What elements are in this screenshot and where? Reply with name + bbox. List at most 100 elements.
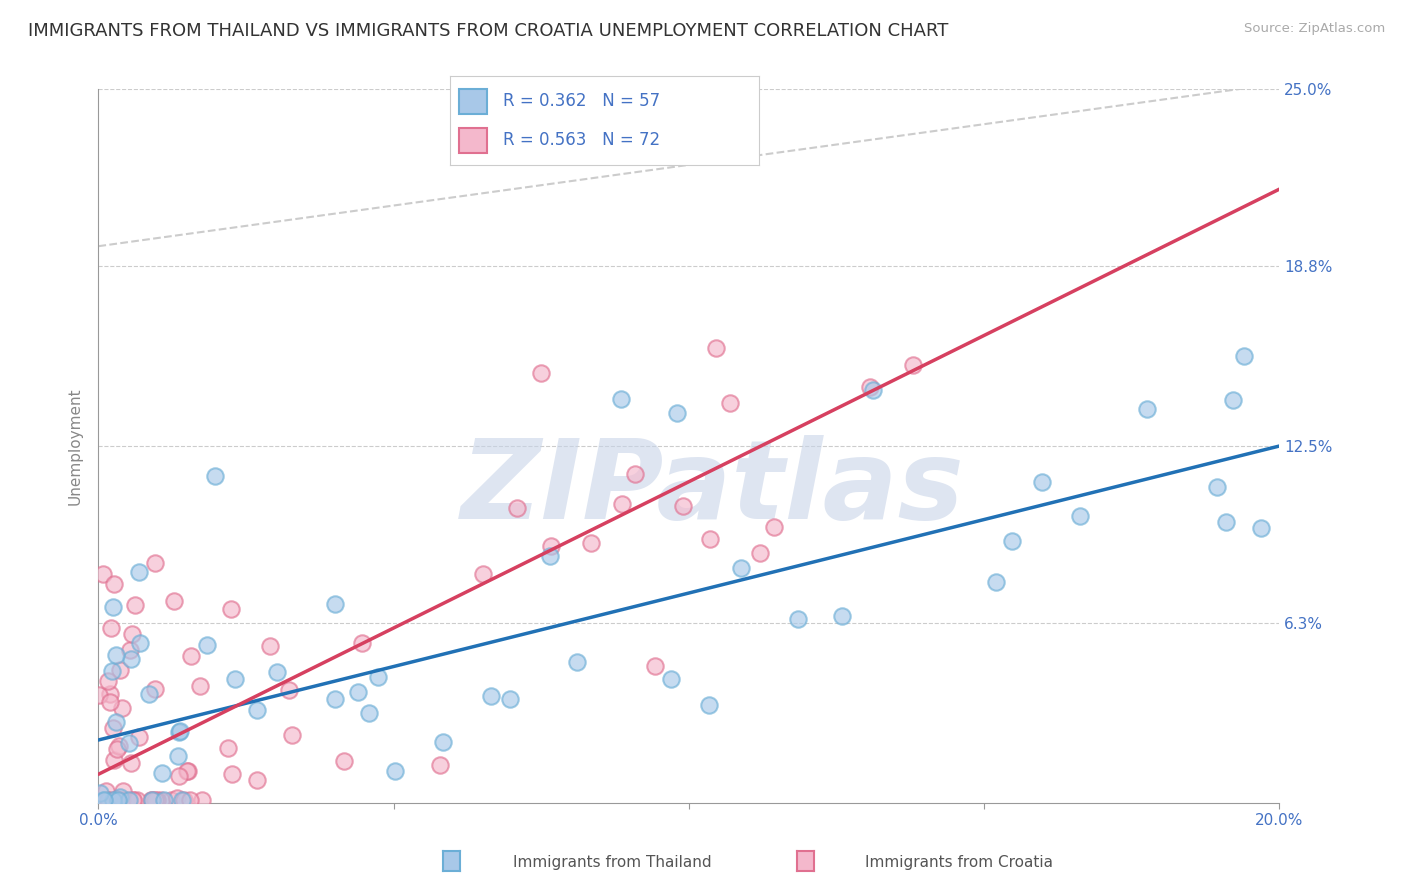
Point [93,793,115,807]
Point [103,576,125,591]
Point [169,725,191,739]
Text: Source: ZipAtlas.com: Source: ZipAtlas.com [1244,22,1385,36]
Point [367,670,389,684]
Text: R = 0.362   N = 57: R = 0.362 N = 57 [502,92,659,110]
Point [89,786,111,800]
Point [97,793,120,807]
Point [167,769,190,783]
Point [120,652,142,666]
Point [166,791,188,805]
Point [1069,509,1091,524]
Point [565,655,588,669]
Point [859,379,882,393]
Point [105,714,128,729]
Point [644,658,666,673]
Point [115,793,138,807]
Point [160,793,183,807]
Point [128,565,150,579]
Point [984,575,1007,590]
Point [221,601,243,615]
Point [499,692,522,706]
Point [659,673,682,687]
Point [177,764,200,779]
Point [862,383,884,397]
Point [129,636,152,650]
Point [505,501,527,516]
Point [540,539,562,553]
Point [124,598,146,612]
Point [118,793,141,807]
Point [98,695,121,709]
Point [122,793,145,807]
Point [141,793,163,807]
Point [1222,392,1244,407]
Point [323,597,346,611]
Point [699,532,721,546]
Point [125,793,148,807]
Point [246,703,269,717]
Point [143,793,166,807]
Point [384,764,406,778]
Point [103,599,125,614]
Point [180,648,202,663]
Point [89,688,111,702]
Point [1136,402,1159,417]
Point [901,358,924,372]
Point [100,621,122,635]
Point [188,679,211,693]
Point [111,784,134,798]
Point [172,793,194,807]
Point [749,546,772,560]
Point [150,765,173,780]
Point [179,793,201,807]
Point [141,793,163,807]
Point [479,689,502,703]
Point [169,724,191,739]
Point [530,366,553,380]
Point [107,739,129,753]
Point [103,753,125,767]
Text: Immigrants from Thailand: Immigrants from Thailand [513,855,711,870]
Point [831,608,853,623]
Point [221,767,243,781]
Point [610,497,633,511]
Point [697,698,720,712]
Point [143,556,166,570]
Point [197,638,219,652]
Point [101,721,124,735]
Point [672,500,695,514]
Text: ZIPatlas: ZIPatlas [461,435,965,542]
Point [471,567,494,582]
Point [167,748,190,763]
Point [120,756,142,771]
Point [665,406,688,420]
Point [153,793,176,807]
Point [118,736,141,750]
Point [763,520,786,534]
Point [333,754,356,768]
Y-axis label: Unemployment: Unemployment [67,387,83,505]
Point [579,536,602,550]
Point [1215,515,1237,529]
Point [94,783,117,797]
Point [173,793,195,807]
Point [610,392,633,407]
Point [787,612,810,626]
Point [97,793,120,807]
Text: R = 0.563   N = 72: R = 0.563 N = 72 [502,131,659,149]
Point [121,627,143,641]
Text: IMMIGRANTS FROM THAILAND VS IMMIGRANTS FROM CROATIA UNEMPLOYMENT CORRELATION CHA: IMMIGRANTS FROM THAILAND VS IMMIGRANTS F… [28,22,949,40]
Point [217,740,239,755]
Point [150,793,173,807]
Point [138,687,160,701]
Point [323,692,346,706]
Point [281,728,304,742]
Point [704,342,727,356]
Point [110,663,132,677]
Point [111,701,134,715]
Point [432,735,454,749]
Point [538,549,561,563]
Point [224,672,246,686]
Point [108,790,131,805]
Point [128,730,150,744]
